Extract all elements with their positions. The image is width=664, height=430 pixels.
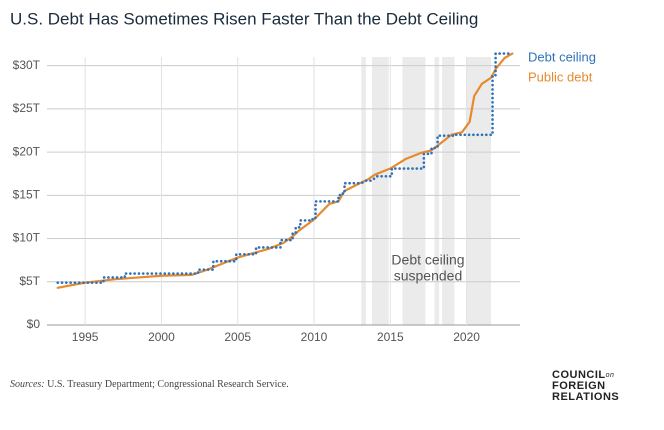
x-tick-label: 2020 [453,330,480,344]
source: Sources: U.S. Treasury Department; Congr… [10,379,289,390]
y-tick-label: $25T [13,101,41,115]
x-tick-label: 2015 [377,330,404,344]
annotation: suspended [394,268,463,284]
suspension-band [361,57,366,325]
y-tick-label: $30T [13,58,41,72]
logo-word: on [606,372,615,379]
series-line [56,52,514,284]
suspension-band [434,57,440,325]
y-tick-label: $20T [13,144,41,158]
annotation: Debt ceiling [391,252,464,268]
suspension-band [371,57,389,325]
y-tick-label: $10T [13,231,41,245]
x-tick-label: 2005 [224,330,251,344]
legend-label: Debt ceiling [528,49,596,64]
suspension-band [402,57,426,325]
logo-line: RELATIONS [552,391,619,403]
x-tick-label: 1995 [72,330,99,344]
source-label: Sources: [10,379,45,390]
x-tick-label: 2000 [148,330,175,344]
y-tick-label: $5T [19,274,40,288]
y-tick-label: $0 [27,317,41,331]
suspension-band [466,57,492,325]
legend-label: Public debt [528,69,593,84]
logo: COUNCILon FOREIGN RELATIONS [552,369,619,403]
logo-word: COUNCIL [552,369,606,381]
y-tick-label: $15T [13,187,41,201]
x-tick-label: 2010 [301,330,328,344]
chart-title: U.S. Debt Has Sometimes Risen Faster Tha… [10,9,478,28]
logo-line: FOREIGN [552,380,606,392]
source-text: U.S. Treasury Department; Congressional … [47,379,289,390]
suspension-band [442,57,455,325]
logo-line: COUNCILon [552,369,614,381]
